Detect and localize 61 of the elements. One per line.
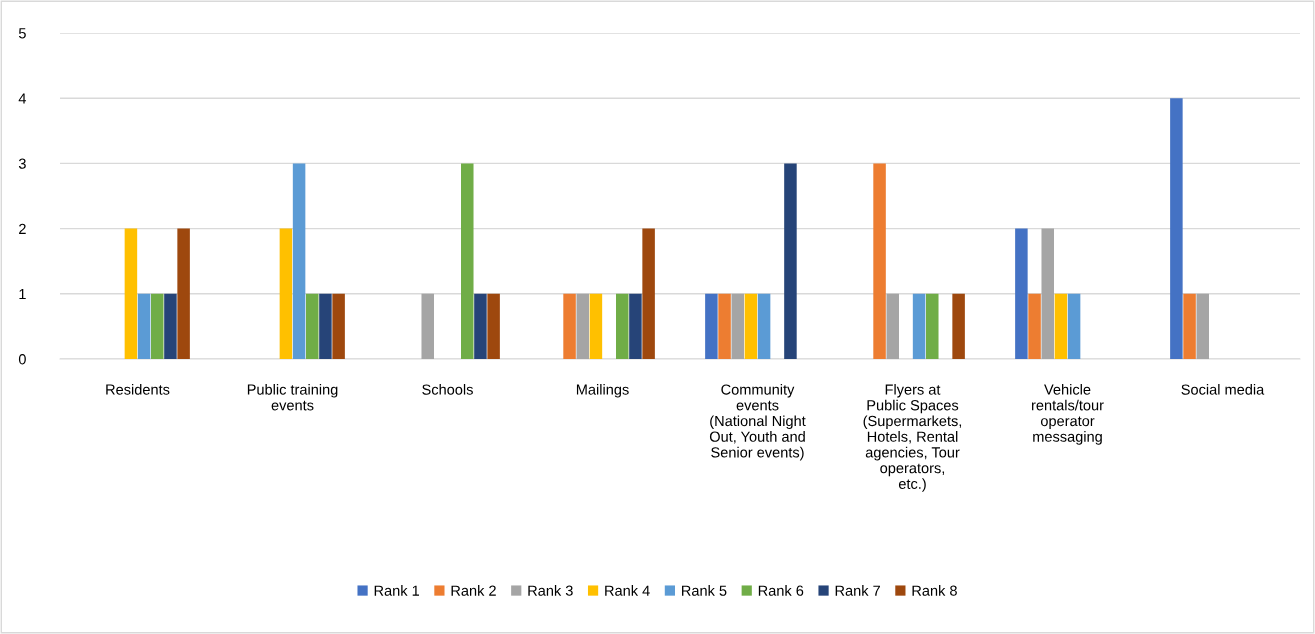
legend-label: Rank 6	[758, 585, 804, 596]
y-tick-label: 1	[19, 289, 26, 300]
bar	[589, 293, 603, 359]
legend-label: Rank 1	[374, 585, 420, 596]
x-tick-label: Community events (National Night Out, Youth and Senior events)	[709, 384, 806, 461]
bar	[563, 293, 576, 359]
bar	[912, 293, 926, 359]
y-tick-label: 2	[19, 223, 26, 234]
bar	[1041, 228, 1054, 359]
bar	[886, 293, 899, 359]
bar	[1015, 228, 1028, 359]
x-tick-label: Flyers at Public Spaces (Supermarkets, Hotels, Rental agencies, Tour operators, etc.)	[863, 384, 962, 492]
bar	[629, 293, 642, 359]
bar	[616, 293, 629, 359]
bar	[164, 293, 177, 359]
bar	[576, 293, 589, 359]
bar	[1183, 293, 1196, 359]
legend-label: Rank 5	[682, 585, 727, 596]
bar	[151, 293, 164, 359]
bar	[1196, 293, 1209, 359]
bar	[177, 228, 190, 359]
bar	[757, 293, 771, 359]
y-tick-label: 4	[18, 93, 27, 104]
bar	[137, 293, 151, 359]
x-tick-label: Social media	[1181, 384, 1265, 395]
x-tick-label: Residents	[106, 384, 170, 395]
bar	[642, 228, 655, 359]
legend-label: Rank 8	[912, 585, 957, 596]
legend-label: Rank 3	[528, 585, 573, 596]
bar	[1054, 293, 1068, 359]
bar	[461, 163, 474, 359]
y-tick-label: 3	[18, 158, 26, 169]
legend-label: Rank 2	[451, 585, 496, 596]
bar	[744, 293, 758, 359]
bar	[705, 293, 718, 359]
bar	[784, 163, 797, 359]
bar	[873, 163, 886, 359]
legend-label: Rank 7	[835, 585, 880, 596]
bar	[1028, 293, 1041, 359]
bar	[926, 293, 939, 359]
bar	[718, 293, 731, 359]
bar	[332, 293, 345, 359]
bar	[1067, 293, 1081, 359]
y-tick-label: 5	[18, 28, 26, 39]
bar	[279, 228, 293, 359]
bar	[1170, 98, 1183, 359]
x-tick-label: Schools	[422, 384, 473, 395]
bar	[474, 293, 487, 359]
y-tick-label: 0	[18, 354, 26, 365]
bar	[306, 293, 319, 359]
x-tick-label: Mailings	[576, 384, 629, 398]
bar	[124, 228, 138, 359]
bar	[952, 293, 965, 359]
bar	[421, 293, 434, 359]
x-tick-label: Vehicle rentals/tour operator messaging	[1032, 384, 1104, 445]
bar	[319, 293, 332, 359]
bar	[731, 293, 744, 359]
legend-label: Rank 4	[605, 585, 650, 596]
bar	[292, 163, 306, 359]
x-tick-label: Public training events	[247, 384, 338, 411]
bar	[487, 293, 500, 359]
